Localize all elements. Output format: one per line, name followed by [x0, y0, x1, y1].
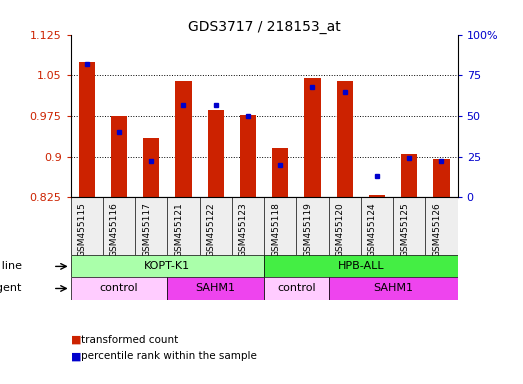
Bar	[167, 277, 264, 300]
Text: SAHM1: SAHM1	[373, 283, 413, 293]
Title: GDS3717 / 218153_at: GDS3717 / 218153_at	[188, 20, 340, 33]
Bar	[401, 154, 417, 197]
Text: agent: agent	[0, 283, 22, 293]
Bar	[264, 277, 328, 300]
Text: GSM455126: GSM455126	[433, 202, 441, 257]
Bar	[111, 116, 127, 197]
Bar	[264, 255, 458, 277]
Text: GSM455120: GSM455120	[336, 202, 345, 257]
Text: GSM455124: GSM455124	[368, 202, 377, 257]
Bar	[143, 137, 160, 197]
Bar	[434, 159, 450, 197]
Text: ■: ■	[71, 335, 81, 345]
Text: HPB-ALL: HPB-ALL	[337, 262, 384, 271]
Bar	[78, 62, 95, 197]
Text: cell line: cell line	[0, 262, 22, 271]
Text: control: control	[277, 283, 316, 293]
Text: transformed count: transformed count	[81, 335, 178, 345]
Text: percentile rank within the sample: percentile rank within the sample	[81, 351, 257, 361]
Bar	[337, 81, 353, 197]
Text: control: control	[100, 283, 138, 293]
Text: GSM455117: GSM455117	[142, 202, 151, 257]
Text: KOPT-K1: KOPT-K1	[144, 262, 190, 271]
Text: GSM455115: GSM455115	[78, 202, 87, 257]
Text: GSM455118: GSM455118	[271, 202, 280, 257]
Bar	[304, 78, 321, 197]
Bar	[240, 115, 256, 197]
Bar	[208, 111, 224, 197]
Text: GSM455123: GSM455123	[239, 202, 248, 257]
Bar	[71, 277, 167, 300]
Text: GSM455122: GSM455122	[207, 202, 216, 257]
Bar	[369, 195, 385, 197]
Text: GSM455125: GSM455125	[400, 202, 409, 257]
Text: GSM455121: GSM455121	[175, 202, 184, 257]
Text: GSM455119: GSM455119	[303, 202, 313, 257]
Bar	[272, 149, 288, 197]
Text: GSM455116: GSM455116	[110, 202, 119, 257]
Bar	[175, 81, 191, 197]
Bar	[71, 255, 264, 277]
Text: ■: ■	[71, 351, 81, 361]
Text: SAHM1: SAHM1	[196, 283, 236, 293]
Bar	[328, 277, 458, 300]
